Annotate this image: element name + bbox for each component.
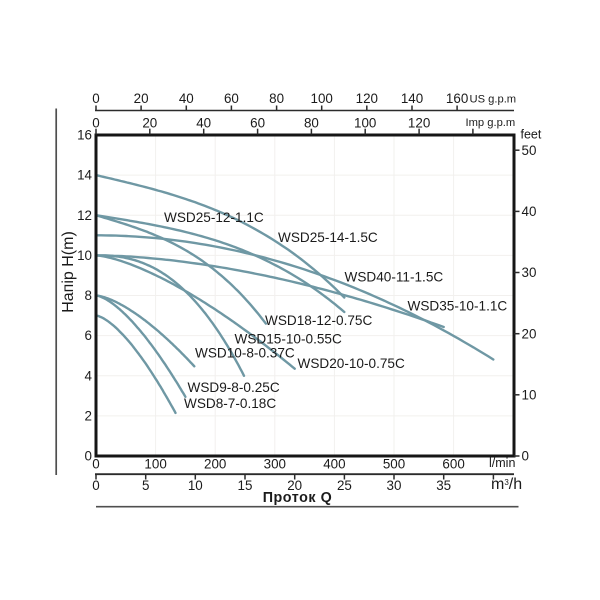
svg-text:10: 10 <box>77 248 92 263</box>
svg-text:0: 0 <box>85 449 92 464</box>
svg-text:60: 60 <box>250 116 265 131</box>
svg-text:l/min: l/min <box>489 456 515 470</box>
svg-text:Imp g.p.m: Imp g.p.m <box>466 117 516 129</box>
svg-text:m3/h: m3/h <box>491 476 522 493</box>
svg-text:14: 14 <box>77 168 92 183</box>
svg-text:WSD15-10-0.55C: WSD15-10-0.55C <box>235 332 342 347</box>
svg-text:40: 40 <box>179 91 194 106</box>
svg-text:30: 30 <box>522 265 537 280</box>
svg-text:0: 0 <box>92 91 99 106</box>
svg-text:25: 25 <box>337 478 352 493</box>
svg-text:300: 300 <box>264 457 286 472</box>
svg-text:0: 0 <box>92 116 99 131</box>
svg-text:15: 15 <box>238 478 253 493</box>
svg-text:100: 100 <box>311 91 333 106</box>
svg-text:40: 40 <box>522 204 537 219</box>
svg-text:100: 100 <box>144 457 166 472</box>
svg-text:WSD20-10-0.75C: WSD20-10-0.75C <box>298 356 405 371</box>
svg-text:120: 120 <box>408 116 430 131</box>
svg-text:WSD9-8-0.25C: WSD9-8-0.25C <box>188 380 280 395</box>
svg-text:80: 80 <box>269 91 284 106</box>
svg-text:10: 10 <box>522 387 537 402</box>
svg-text:2: 2 <box>85 409 92 424</box>
svg-text:500: 500 <box>383 457 405 472</box>
svg-text:0: 0 <box>92 457 99 472</box>
svg-text:60: 60 <box>224 91 239 106</box>
svg-text:12: 12 <box>77 208 92 223</box>
svg-text:140: 140 <box>401 91 423 106</box>
svg-text:20: 20 <box>142 116 157 131</box>
svg-text:WSD40-11-1.5C: WSD40-11-1.5C <box>345 270 444 285</box>
svg-text:WSD35-10-1.1C: WSD35-10-1.1C <box>408 299 508 314</box>
svg-text:0: 0 <box>92 478 99 493</box>
svg-text:US g.p.m: US g.p.m <box>470 94 517 106</box>
svg-text:8: 8 <box>85 288 92 303</box>
svg-text:40: 40 <box>196 116 211 131</box>
svg-text:200: 200 <box>204 457 226 472</box>
svg-text:WSD25-14-1.5C: WSD25-14-1.5C <box>278 230 378 245</box>
svg-text:Напір H(m): Напір H(m) <box>60 231 77 313</box>
svg-text:30: 30 <box>387 478 402 493</box>
svg-text:WSD10-8-0.37C: WSD10-8-0.37C <box>195 346 295 361</box>
svg-text:4: 4 <box>85 368 93 383</box>
svg-text:Проток Q: Проток Q <box>263 490 333 506</box>
svg-text:50: 50 <box>522 143 537 158</box>
svg-text:feet: feet <box>521 128 542 142</box>
svg-text:10: 10 <box>188 478 203 493</box>
svg-text:WSD25-12-1.1C: WSD25-12-1.1C <box>164 210 264 225</box>
svg-text:160: 160 <box>446 91 468 106</box>
svg-text:WSD18-12-0.75C: WSD18-12-0.75C <box>265 313 372 328</box>
svg-text:100: 100 <box>354 116 376 131</box>
svg-text:35: 35 <box>436 478 451 493</box>
svg-text:6: 6 <box>85 328 92 343</box>
svg-text:WSD8-7-0.18C: WSD8-7-0.18C <box>184 396 276 411</box>
svg-text:80: 80 <box>304 116 319 131</box>
svg-text:120: 120 <box>356 91 378 106</box>
svg-text:20: 20 <box>287 478 302 493</box>
svg-text:600: 600 <box>442 457 464 472</box>
svg-text:20: 20 <box>134 91 149 106</box>
svg-text:400: 400 <box>323 457 345 472</box>
svg-text:16: 16 <box>77 128 92 143</box>
svg-text:5: 5 <box>142 478 149 493</box>
svg-text:20: 20 <box>522 326 537 341</box>
svg-text:0: 0 <box>522 449 529 464</box>
